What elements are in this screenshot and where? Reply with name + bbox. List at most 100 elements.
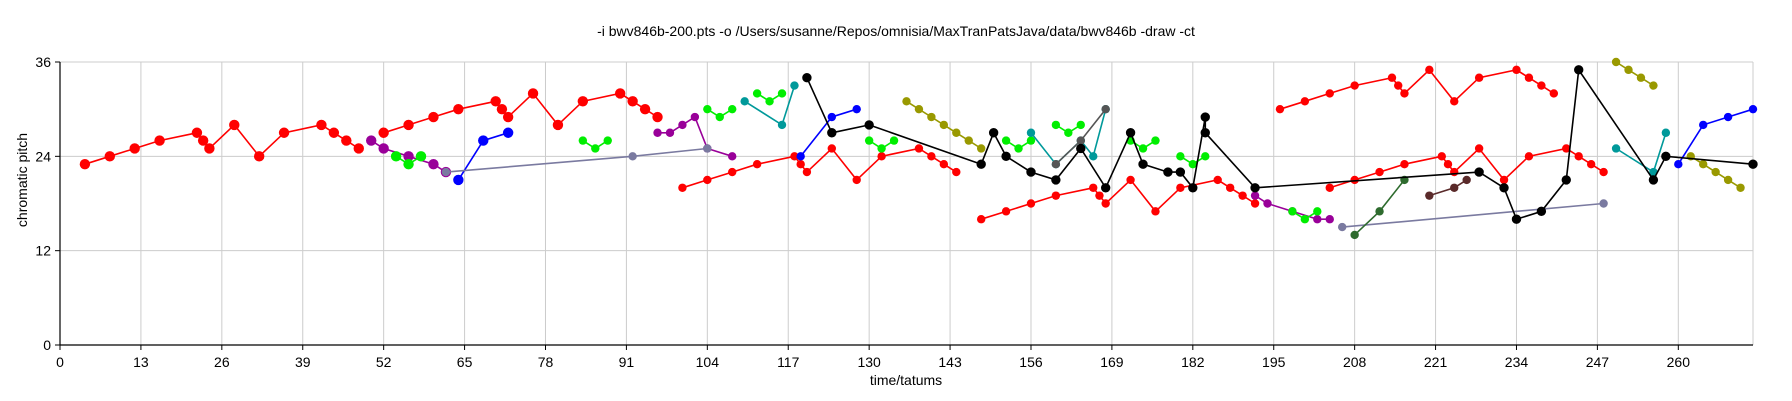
data-point: [441, 167, 451, 177]
series-line: [980, 178, 1256, 220]
data-point: [752, 89, 762, 98]
data-point: [1175, 167, 1186, 177]
series-16-green: [1126, 136, 1160, 153]
series-1-red: [378, 88, 663, 138]
data-point: [1026, 128, 1036, 137]
series-line: [1429, 179, 1468, 197]
data-point: [1450, 97, 1459, 106]
data-point: [1443, 159, 1453, 169]
data-point: [552, 119, 564, 131]
data-point: [1300, 215, 1310, 224]
data-point: [1225, 183, 1235, 192]
series-4-red: [1275, 65, 1559, 114]
x-tick-label: 65: [457, 354, 473, 370]
data-point: [902, 97, 911, 106]
data-point: [253, 151, 265, 162]
x-tick-label: 26: [214, 354, 230, 370]
data-point: [796, 152, 805, 161]
data-point: [1574, 152, 1583, 161]
data-point: [1163, 167, 1173, 177]
series-15-green: [1051, 120, 1085, 137]
data-point: [1649, 167, 1658, 177]
series-9-green: [390, 151, 427, 170]
x-tick-label: 208: [1343, 354, 1367, 370]
series-line: [1615, 61, 1654, 87]
data-point: [678, 183, 687, 192]
data-point: [1462, 175, 1471, 185]
data-point: [1561, 175, 1571, 185]
data-point: [1051, 175, 1061, 185]
data-point: [790, 81, 799, 90]
data-point: [1076, 143, 1086, 154]
data-point: [1574, 65, 1584, 75]
data-point: [790, 152, 799, 161]
series-0-red: [79, 119, 364, 170]
data-point: [1536, 206, 1547, 217]
data-point: [939, 120, 949, 130]
data-point: [577, 96, 589, 107]
x-tick-label: 78: [538, 354, 554, 370]
series-31-darkgray: [1051, 104, 1110, 169]
data-point: [378, 127, 389, 138]
data-point: [1387, 73, 1397, 82]
data-point: [802, 73, 812, 83]
data-point: [627, 96, 638, 107]
series-13-green: [864, 136, 899, 153]
data-point: [1313, 207, 1322, 216]
data-point: [1188, 159, 1198, 169]
data-point: [1213, 175, 1222, 185]
data-point: [614, 88, 626, 99]
data-point: [496, 103, 508, 115]
data-point: [715, 112, 724, 122]
series-5-red: [1325, 144, 1608, 192]
data-point: [1674, 159, 1683, 169]
data-point: [1661, 151, 1671, 162]
data-point: [1394, 81, 1403, 90]
data-point: [1748, 159, 1758, 169]
series-14-green: [1001, 136, 1036, 153]
x-tick-label: 156: [1019, 354, 1043, 370]
data-point: [777, 120, 787, 130]
x-tick-label: 143: [938, 354, 962, 370]
data-point: [1736, 183, 1745, 192]
data-point: [1636, 73, 1646, 82]
data-point: [690, 112, 700, 122]
series-20-blue: [796, 104, 861, 161]
x-tick-label: 52: [376, 354, 392, 370]
data-point: [1425, 191, 1434, 200]
data-point: [1100, 183, 1111, 193]
data-point: [129, 143, 140, 154]
data-point: [453, 103, 464, 115]
data-point: [914, 144, 924, 153]
data-point: [578, 136, 588, 145]
data-point: [740, 97, 749, 106]
data-point: [1001, 136, 1011, 145]
data-point: [204, 143, 215, 154]
x-axis-label: time/tatums: [870, 372, 942, 388]
series-line: [1677, 108, 1754, 165]
x-tick-label: 130: [857, 354, 881, 370]
data-point: [1238, 191, 1247, 200]
x-tick-label: 247: [1586, 354, 1610, 370]
data-point: [1450, 183, 1459, 192]
series-line: [1279, 68, 1555, 110]
data-point: [877, 144, 886, 153]
x-tick-label: 221: [1424, 354, 1448, 370]
x-tick-label: 91: [619, 354, 635, 370]
x-tick-label: 260: [1667, 354, 1691, 370]
data-point: [1176, 183, 1185, 192]
data-point: [1511, 214, 1522, 224]
data-point: [403, 151, 414, 162]
data-point: [1375, 207, 1384, 216]
data-point: [1275, 104, 1285, 114]
data-point: [1524, 73, 1534, 82]
data-point: [1125, 128, 1136, 138]
data-point: [1151, 136, 1160, 145]
data-point: [1337, 222, 1347, 232]
series-21-blue: [1674, 104, 1758, 169]
data-point: [1126, 175, 1135, 185]
data-point: [403, 119, 414, 131]
data-point: [1350, 230, 1359, 240]
data-point: [678, 120, 687, 130]
